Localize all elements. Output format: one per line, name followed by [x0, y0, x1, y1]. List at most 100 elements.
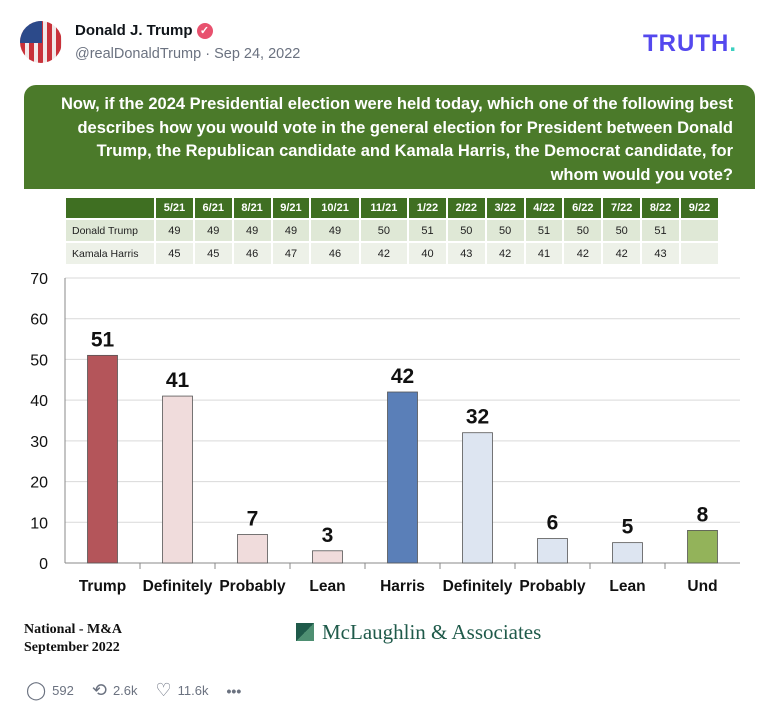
- like-button[interactable]: ♡ 11.6k: [156, 680, 209, 701]
- bar-und: [687, 530, 718, 564]
- data-label: 6: [547, 512, 559, 535]
- author-handle-date: @realDonaldTrump · Sep 24, 2022: [75, 46, 301, 62]
- x-tick-label: Harris: [380, 578, 425, 595]
- table-cell: 50: [447, 220, 485, 241]
- table-cell: 42: [486, 243, 524, 264]
- pollster-name: McLaughlin & Associates: [322, 620, 542, 644]
- table-cell: 47: [272, 243, 310, 264]
- x-tick-label: Probably: [519, 578, 586, 595]
- x-tick-label: Definitely: [443, 578, 513, 595]
- bar-definitely: [162, 395, 193, 564]
- table-cell: 43: [642, 243, 679, 264]
- y-tick-label: 40: [30, 393, 48, 410]
- data-label: 7: [247, 508, 259, 531]
- action-bar: ◯ 592 ⟲ 2.6k ♡ 11.6k •••: [26, 680, 251, 701]
- column-header: 1/22: [409, 198, 446, 218]
- bar-harris: [387, 391, 418, 564]
- table-cell: 42: [564, 243, 602, 264]
- truth-logo[interactable]: TRUTH.: [643, 30, 737, 58]
- table-cell: 49: [194, 220, 232, 241]
- table-cell: 42: [603, 243, 641, 264]
- row-label: Kamala Harris: [66, 243, 154, 264]
- data-label: 8: [697, 503, 709, 526]
- data-label: 32: [466, 406, 489, 429]
- data-label: 42: [391, 365, 414, 388]
- avatar[interactable]: [20, 21, 62, 63]
- author-name[interactable]: Donald J. Trump ✓: [75, 22, 213, 39]
- table-cell: [680, 243, 718, 264]
- header-blank: [66, 198, 154, 218]
- data-label: 41: [166, 369, 190, 392]
- table-cell: 50: [603, 220, 641, 241]
- column-header: 7/22: [603, 198, 641, 218]
- data-label: 51: [91, 328, 115, 351]
- column-header: 10/21: [311, 198, 359, 218]
- reply-count: 592: [52, 683, 74, 698]
- column-header: 8/21: [233, 198, 271, 218]
- x-tick-label: Trump: [79, 578, 126, 595]
- source-line-2: September 2022: [24, 640, 120, 655]
- bar-definitely: [462, 432, 493, 564]
- x-tick-label: Lean: [609, 578, 645, 595]
- trend-table: 5/21 6/21 8/21 9/21 10/21 11/21 1/22 2/22 3/22 4/…: [64, 196, 720, 266]
- retruth-count: 2.6k: [112, 683, 138, 698]
- retruth-button[interactable]: ⟲ 2.6k: [92, 680, 138, 701]
- table-cell: 40: [409, 243, 446, 264]
- bar-lean: [612, 542, 643, 564]
- more-icon: •••: [226, 682, 242, 699]
- author-name-text: Donald J. Trump: [75, 22, 193, 39]
- x-tick-label: Und: [687, 578, 717, 595]
- logo-dot: .: [729, 30, 737, 57]
- column-header: 8/22: [642, 198, 679, 218]
- table-cell: 46: [311, 243, 359, 264]
- pollster-logo: McLaughlin & Associates: [296, 620, 541, 645]
- table-cell: 45: [194, 243, 232, 264]
- table-cell: 43: [447, 243, 485, 264]
- bar-chart: 0 10 20 30 40 50 60 70 51 Trump 41 Definitely 7 Proba…: [30, 271, 740, 595]
- y-tick-label: 50: [30, 352, 48, 369]
- table-cell: 42: [360, 243, 408, 264]
- column-header: 5/21: [156, 198, 193, 218]
- column-header: 9/22: [680, 198, 718, 218]
- source-line-1: National - M&A: [24, 622, 122, 637]
- column-header: 6/21: [194, 198, 232, 218]
- verified-badge-icon: ✓: [196, 23, 213, 39]
- table-row: Kamala Harris 45 45 46 47 46 42 40 43 42 41 42 42 43: [66, 243, 718, 264]
- column-header: 9/21: [272, 198, 310, 218]
- table-cell: 49: [272, 220, 310, 241]
- table-cell: 51: [525, 220, 563, 241]
- heart-icon: ♡: [155, 680, 172, 700]
- y-tick-label: 30: [30, 434, 48, 451]
- y-tick-label: 60: [30, 312, 48, 329]
- y-tick-label: 20: [30, 475, 48, 492]
- table-cell: 45: [156, 243, 193, 264]
- bar-trump: [87, 354, 118, 564]
- poll-question: Now, if the 2024 Presidential election w…: [24, 85, 755, 189]
- table-cell: 49: [311, 220, 359, 241]
- table-cell: 46: [233, 243, 271, 264]
- like-count: 11.6k: [177, 683, 209, 698]
- data-label: 5: [622, 516, 634, 539]
- reply-button[interactable]: ◯ 592: [26, 680, 74, 701]
- column-header: 11/21: [360, 198, 408, 218]
- table-cell: 50: [486, 220, 524, 241]
- x-tick-label: Definitely: [143, 578, 213, 595]
- y-tick-label: 0: [39, 556, 48, 573]
- table-cell: 41: [525, 243, 563, 264]
- bar-lean: [312, 550, 343, 564]
- x-tick-label: Lean: [309, 578, 345, 595]
- logo-text: TRUTH: [643, 30, 730, 57]
- column-header: 2/22: [447, 198, 485, 218]
- bar-probably: [537, 538, 568, 564]
- table-cell: 51: [409, 220, 446, 241]
- data-label: 3: [322, 524, 334, 547]
- table-cell: 49: [233, 220, 271, 241]
- table-cell: 49: [156, 220, 193, 241]
- x-tick-label: Probably: [219, 578, 286, 595]
- more-button[interactable]: •••: [227, 683, 242, 699]
- y-tick-label: 70: [30, 271, 48, 288]
- column-header: 6/22: [564, 198, 602, 218]
- table-cell: 51: [642, 220, 679, 241]
- source-note: National - M&A September 2022: [24, 621, 122, 657]
- y-tick-label: 10: [30, 515, 48, 532]
